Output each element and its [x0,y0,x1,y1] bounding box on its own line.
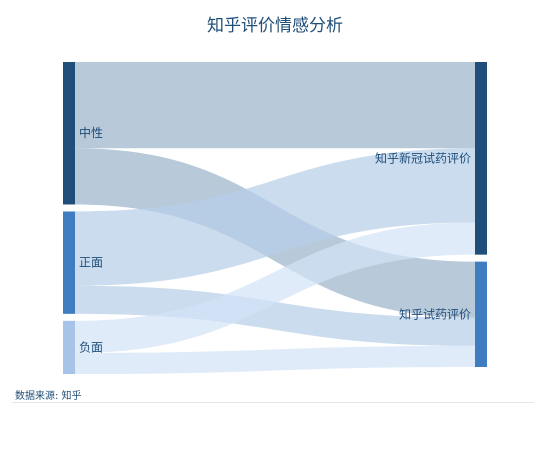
link-positive-to-trial [75,285,475,346]
node-label-positive: 正面 [79,256,103,270]
link-positive-to-covid [75,148,475,286]
node-bar-positive [63,211,75,314]
sankey-nodes [63,62,487,374]
chart-title: 知乎评价情感分析 [207,16,343,36]
data-source-note: 数据来源: 知乎 [15,391,82,402]
footer-divider [12,402,534,403]
link-negative-to-covid [75,222,475,353]
node-bar-neutral [63,62,75,205]
node-label-negative: 负面 [79,340,103,354]
node-label-covid: 知乎新冠试药评价 [375,150,471,165]
link-negative-to-trial [75,345,475,374]
node-bar-trial [475,261,487,367]
node-bar-covid [475,62,487,255]
link-neutral-to-covid [75,62,475,149]
node-label-neutral: 中性 [79,125,103,140]
node-bar-negative [63,320,75,374]
node-label-trial: 知乎试药评价 [399,306,471,321]
sankey-links [75,62,475,374]
